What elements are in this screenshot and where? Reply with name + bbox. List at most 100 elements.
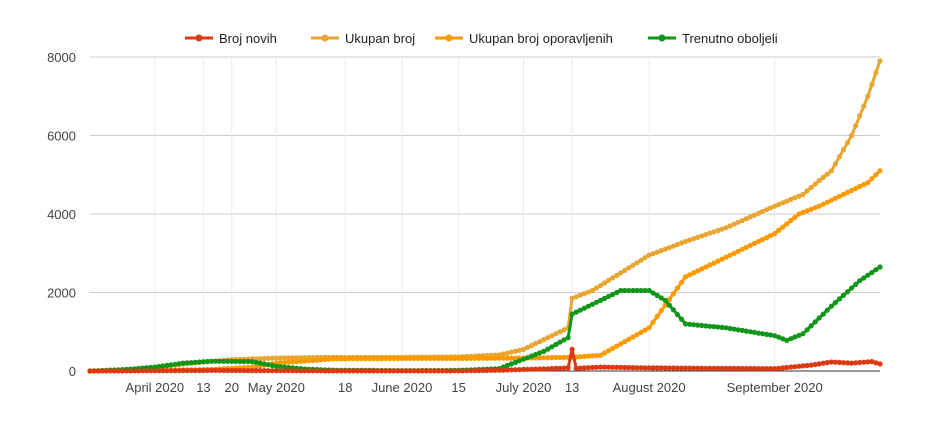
data-point <box>727 252 733 258</box>
data-point <box>330 368 336 374</box>
data-point <box>857 359 863 366</box>
data-point <box>160 363 166 369</box>
data-point <box>768 233 774 239</box>
data-point <box>865 272 871 278</box>
data-point <box>383 368 389 374</box>
data-point <box>828 168 835 174</box>
legend-item[interactable]: Trenutno oboljeli <box>648 31 778 46</box>
data-point <box>512 348 519 354</box>
legend[interactable]: Broj novih Ukupan broj Ukupan broj oporavl… <box>185 31 778 46</box>
legend-label: Broj novih <box>219 31 277 46</box>
data-point <box>626 265 632 271</box>
series-0 <box>87 346 883 374</box>
data-point <box>816 178 822 184</box>
data-point <box>836 359 843 365</box>
data-point <box>529 366 535 372</box>
data-point <box>715 324 721 330</box>
data-point <box>253 363 259 369</box>
data-point <box>103 368 109 374</box>
data-point <box>836 296 843 302</box>
data-point <box>776 365 782 371</box>
data-point <box>529 353 535 359</box>
axis-layer: 0 2000 4000 6000 8000 April 2020 13 20 May 2020 1… <box>47 50 823 395</box>
data-point <box>91 368 97 374</box>
data-point <box>682 365 689 371</box>
data-point <box>152 364 158 370</box>
data-point <box>828 197 835 203</box>
data-point <box>687 365 693 371</box>
data-point <box>804 188 810 194</box>
data-point <box>719 365 725 371</box>
data-point <box>776 334 782 340</box>
data-point <box>290 368 296 374</box>
data-point <box>691 270 697 276</box>
data-point <box>614 343 620 349</box>
data-point <box>472 368 478 374</box>
data-point <box>476 355 482 361</box>
data-point <box>857 183 863 190</box>
data-point <box>606 348 612 354</box>
data-point <box>865 180 871 186</box>
data-point <box>638 287 644 294</box>
data-point <box>703 365 709 371</box>
data-point <box>808 206 814 212</box>
x-tick-label: July 2020 <box>496 380 552 395</box>
data-point <box>508 349 514 355</box>
data-point <box>589 353 596 359</box>
data-point <box>310 357 316 363</box>
data-point <box>561 337 567 343</box>
data-point <box>670 243 677 249</box>
data-point <box>638 365 644 371</box>
data-point <box>638 257 644 263</box>
data-point <box>626 287 632 294</box>
data-point <box>253 356 259 362</box>
legend-item[interactable]: Broj novih <box>185 31 277 46</box>
data-point <box>411 355 417 361</box>
legend-item[interactable]: Ukupan broj oporavljenih <box>435 31 613 46</box>
data-point <box>630 287 636 294</box>
data-point <box>674 241 681 248</box>
data-point <box>869 359 875 365</box>
data-point <box>561 365 567 371</box>
data-point <box>306 358 312 364</box>
data-point <box>751 240 758 246</box>
data-point <box>452 355 458 361</box>
data-point <box>581 291 587 297</box>
data-point <box>362 368 369 374</box>
data-point <box>298 368 304 374</box>
x-tick-label: 18 <box>338 380 352 395</box>
data-point <box>208 367 215 373</box>
data-point <box>764 235 770 241</box>
data-point <box>520 346 527 352</box>
data-point <box>682 238 689 245</box>
data-point <box>626 336 632 342</box>
legend-item[interactable]: Ukupan broj <box>311 31 415 46</box>
data-point <box>873 70 879 76</box>
data-point <box>622 267 628 273</box>
data-point <box>549 355 555 361</box>
data-point <box>638 329 644 335</box>
data-point <box>695 268 701 274</box>
data-point <box>273 363 279 369</box>
data-point <box>500 351 506 357</box>
data-point <box>492 355 498 361</box>
data-point <box>533 351 539 358</box>
data-point <box>350 356 356 362</box>
data-point <box>326 368 332 374</box>
data-point <box>658 248 664 254</box>
data-point <box>573 294 579 300</box>
data-point <box>314 368 320 374</box>
x-tick-label: 13 <box>196 380 210 395</box>
data-point <box>545 355 551 361</box>
data-point <box>687 237 693 243</box>
data-point <box>739 217 745 224</box>
data-point <box>800 331 806 337</box>
data-point <box>415 368 421 374</box>
data-point <box>618 270 624 276</box>
data-point <box>375 356 381 362</box>
data-point <box>156 368 162 374</box>
data-point <box>253 359 259 365</box>
data-point <box>626 364 632 371</box>
data-point <box>792 334 798 340</box>
data-point <box>512 355 519 361</box>
